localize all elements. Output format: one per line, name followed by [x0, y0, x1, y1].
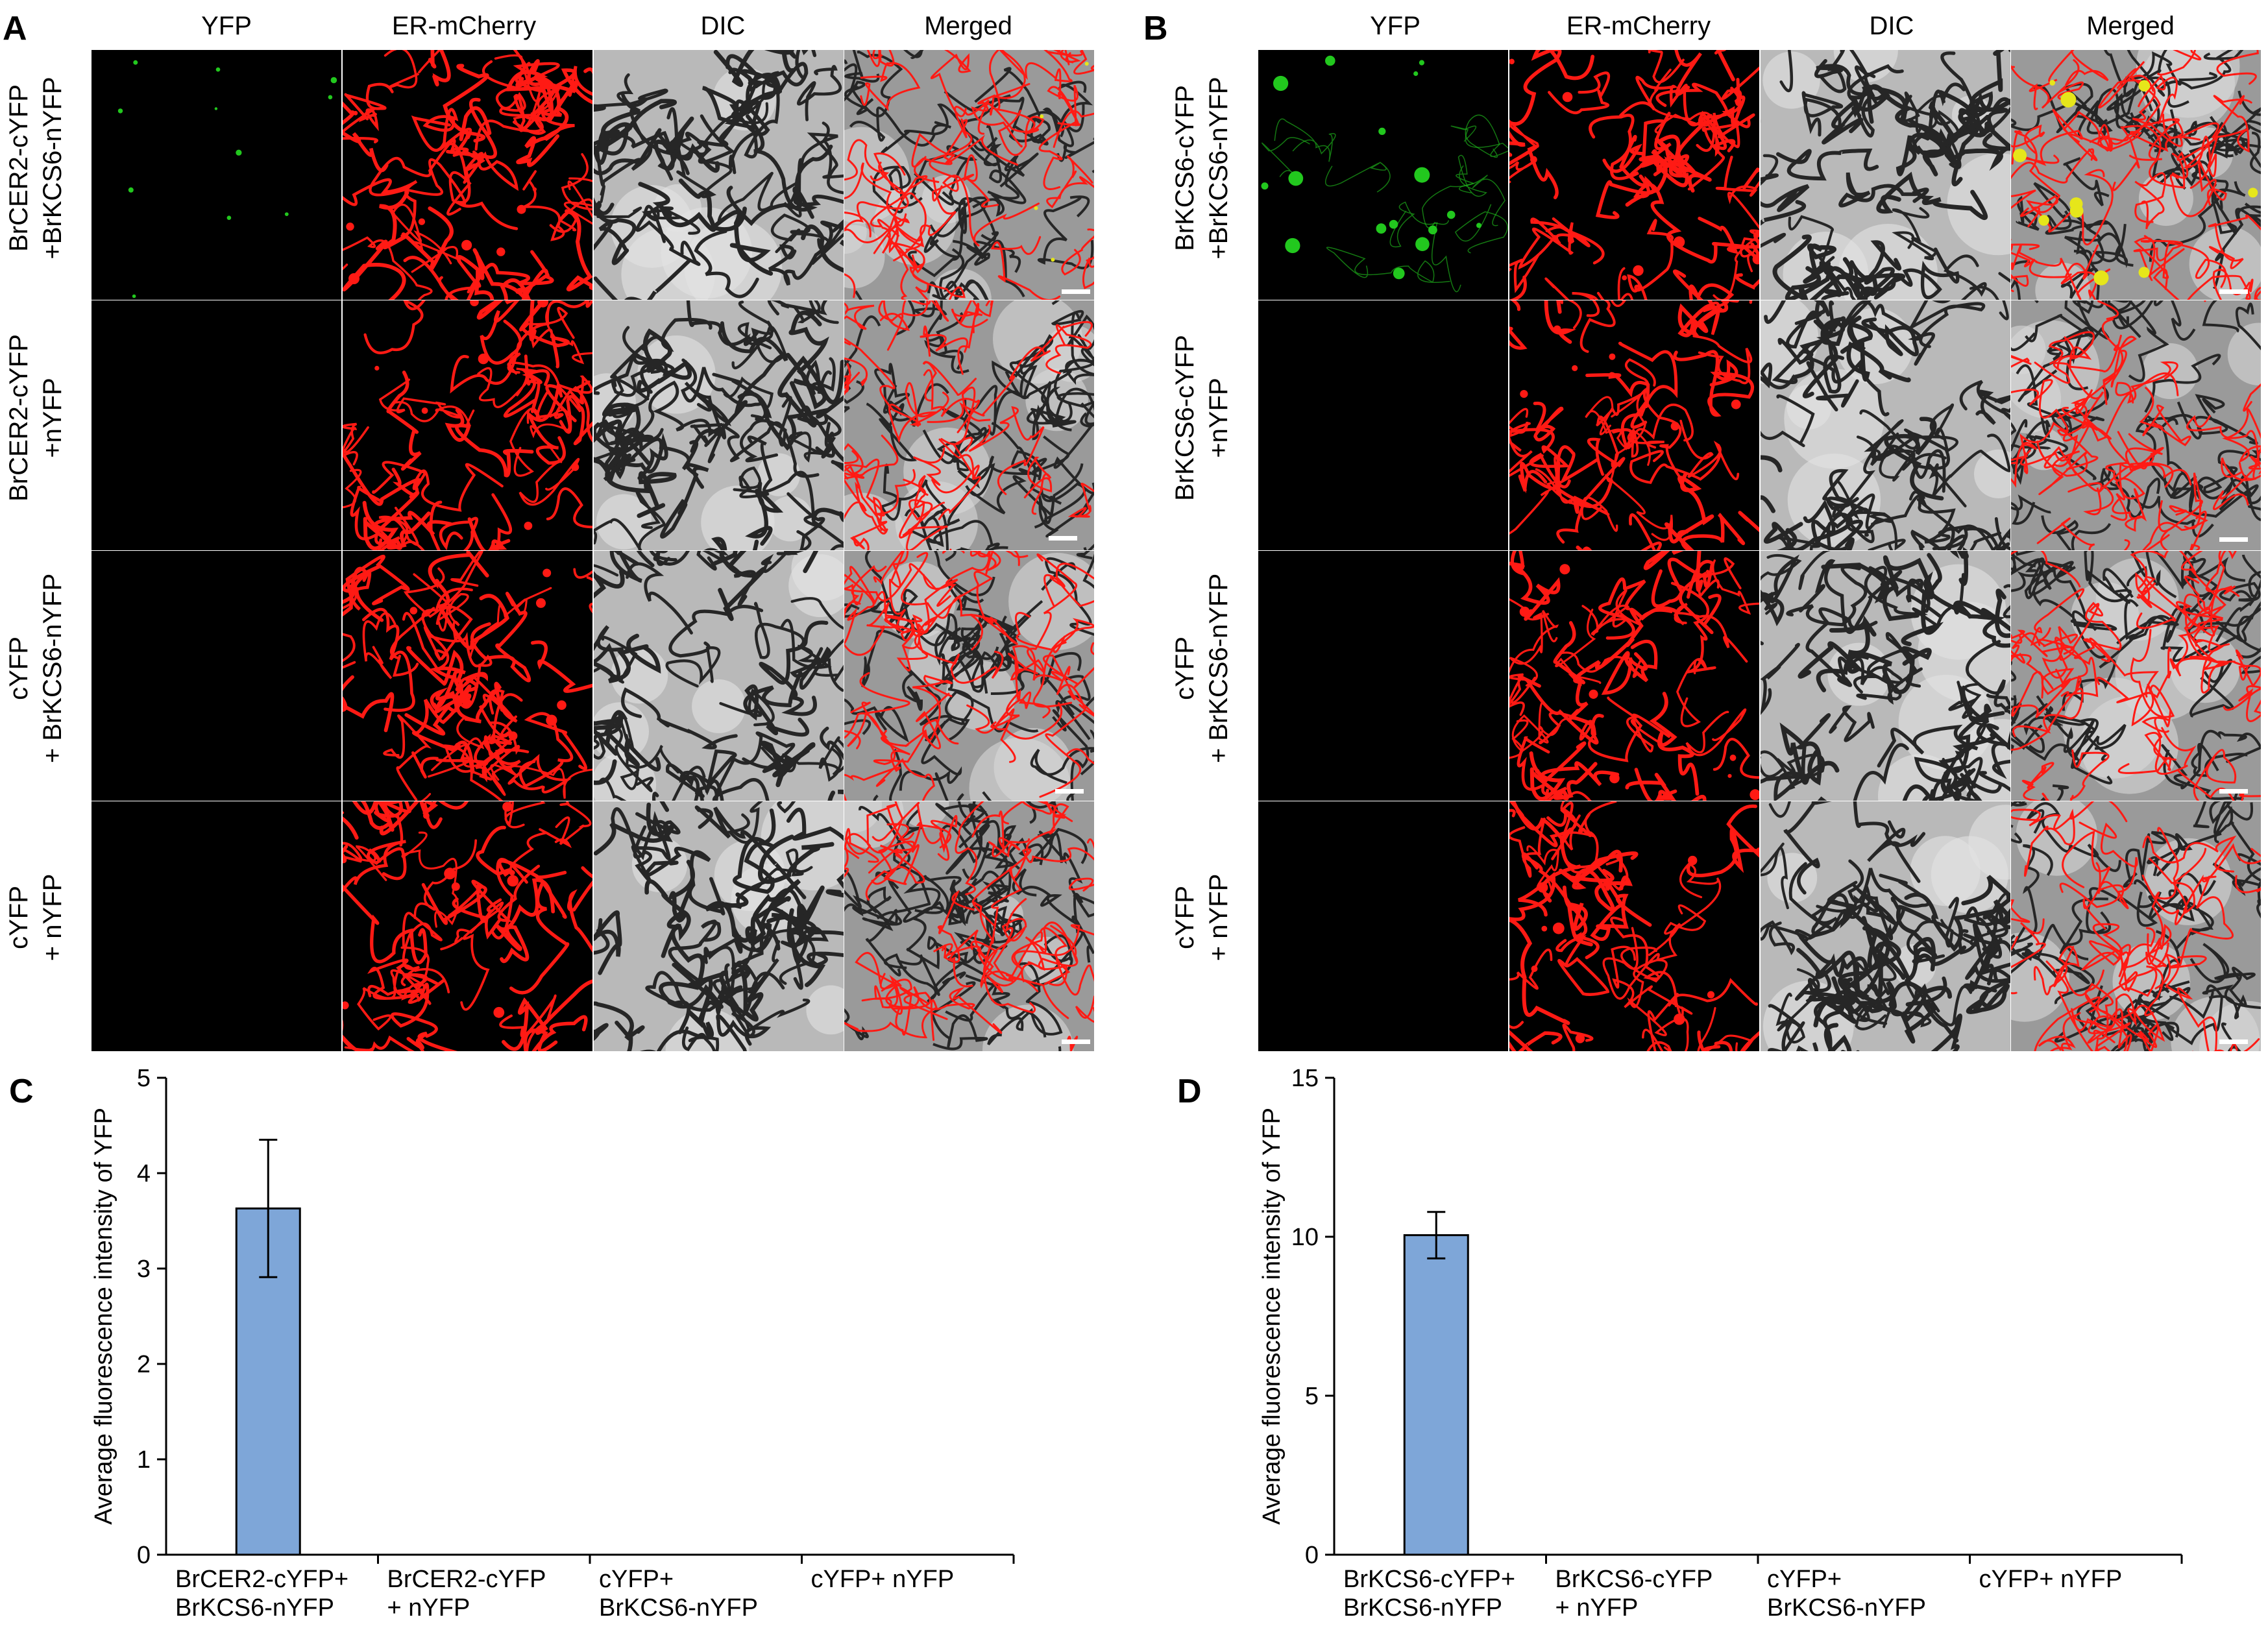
scale-bar — [2219, 1039, 2248, 1044]
micrograph-yfp — [91, 551, 341, 801]
bar — [1403, 1234, 1469, 1556]
y-tick-label: 1 — [137, 1446, 151, 1474]
y-axis-label: Average fluorescence intensity of YFP — [1258, 1108, 1286, 1525]
panel-a-image-grid — [91, 50, 1094, 1051]
panel-a-row-label: cYFP + nYFP — [5, 873, 67, 962]
panel-b-image-grid — [1258, 50, 2261, 1051]
y-tick-label: 15 — [1291, 1065, 1319, 1092]
panel-b-row-label: BrKCS6-cYFP +nYFP — [1171, 335, 1233, 501]
x-tick-label: cYFP+ — [1767, 1566, 1842, 1593]
panel-letter-c: C — [9, 1073, 34, 1110]
micrograph-er-mcherry — [1509, 801, 1759, 1051]
x-tick-label: BrKCS6-nYFP — [599, 1594, 758, 1622]
scale-bar — [1049, 536, 1077, 541]
micrograph-dic — [594, 801, 844, 1051]
micrograph-merged — [844, 50, 1094, 300]
panel-letter-d: D — [1177, 1073, 1202, 1110]
micrograph-dic — [1761, 801, 2010, 1051]
micrograph-dic — [594, 300, 844, 550]
y-tick-label: 2 — [137, 1351, 151, 1378]
micrograph-yfp — [1258, 50, 1508, 300]
panel-b-col-header-er-mcherry: ER-mCherry — [1566, 12, 1711, 40]
x-tick-label: BrKCS6-nYFP — [1767, 1594, 1926, 1622]
panel-b-col-header-yfp: YFP — [1370, 12, 1421, 40]
x-tick-label: + nYFP — [387, 1594, 470, 1622]
micrograph-yfp — [91, 801, 341, 1051]
scale-bar — [2219, 289, 2248, 294]
micrograph-merged — [844, 801, 1094, 1051]
micrograph-er-mcherry — [1509, 551, 1759, 801]
panel-a-col-header-dic: DIC — [700, 12, 746, 40]
y-tick-label: 5 — [1305, 1383, 1319, 1410]
micrograph-er-mcherry — [343, 551, 592, 801]
y-tick-label: 0 — [1305, 1542, 1319, 1569]
panel-b-row-label: cYFP + BrKCS6-nYFP — [1171, 573, 1233, 764]
panel-a-col-header-er-mcherry: ER-mCherry — [391, 12, 537, 40]
x-tick-label: + nYFP — [1555, 1594, 1639, 1622]
panel-b-row-label: cYFP + nYFP — [1171, 873, 1233, 962]
x-tick-label: BrCER2-cYFP+ — [175, 1566, 348, 1593]
y-tick-label: 0 — [137, 1542, 151, 1569]
micrograph-yfp — [91, 300, 341, 550]
y-tick-label: 5 — [137, 1065, 151, 1092]
micrograph-dic — [1761, 551, 2010, 801]
x-tick-label: cYFP+ nYFP — [811, 1566, 955, 1593]
x-tick-label: BrKCS6-cYFP+ — [1343, 1566, 1515, 1593]
micrograph-dic — [1761, 300, 2010, 550]
micrograph-merged — [2011, 300, 2261, 550]
scale-bar — [2219, 789, 2248, 794]
panel-b-row-label: BrKCS6-cYFP +BrKCS6-nYFP — [1171, 77, 1233, 260]
panel-a-col-header-merged: Merged — [924, 12, 1012, 40]
scale-bar — [1062, 1039, 1090, 1044]
micrograph-dic — [594, 50, 844, 300]
panel-b-col-header-merged: Merged — [2086, 12, 2175, 40]
y-tick-label: 10 — [1291, 1224, 1319, 1251]
micrograph-merged — [844, 300, 1094, 550]
x-tick-label: BrKCS6-nYFP — [175, 1594, 334, 1622]
micrograph-er-mcherry — [343, 50, 592, 300]
micrograph-dic — [1761, 50, 2010, 300]
x-tick-label: BrKCS6-cYFP — [1555, 1566, 1713, 1593]
panel-b-col-header-dic: DIC — [1869, 12, 1914, 40]
micrograph-merged — [2011, 50, 2261, 300]
y-axis-label: Average fluorescence intensity of YFP — [90, 1108, 117, 1525]
micrograph-yfp — [1258, 801, 1508, 1051]
panel-a-row-label: cYFP + BrKCS6-nYFP — [5, 573, 67, 764]
micrograph-merged — [844, 551, 1094, 801]
scale-bar — [1062, 289, 1090, 294]
micrograph-yfp — [1258, 300, 1508, 550]
micrograph-yfp — [91, 50, 341, 300]
x-tick-label: BrKCS6-nYFP — [1343, 1594, 1502, 1622]
y-tick-label: 3 — [137, 1256, 151, 1283]
micrograph-merged — [2011, 551, 2261, 801]
bar-chart-c: 0 1 2 3 4 5 Average fluorescence intensity of … — [90, 1065, 1015, 1622]
micrograph-merged — [2011, 801, 2261, 1051]
micrograph-er-mcherry — [1509, 300, 1759, 550]
panel-a-row-label: BrCER2-cYFP +nYFP — [5, 334, 67, 502]
micrograph-er-mcherry — [343, 300, 592, 550]
x-tick-label: cYFP+ nYFP — [1979, 1566, 2123, 1593]
x-tick-label: cYFP+ — [599, 1566, 674, 1593]
scale-bar — [2219, 537, 2248, 542]
panel-a-col-header-yfp: YFP — [201, 12, 252, 40]
micrograph-yfp — [1258, 551, 1508, 801]
micrograph-dic — [594, 551, 844, 801]
panel-a-row-label: BrCER2-cYFP +BrKCS6-nYFP — [5, 77, 67, 260]
micrograph-er-mcherry — [1509, 50, 1759, 300]
y-tick-label: 4 — [137, 1160, 151, 1187]
scale-bar — [1055, 789, 1084, 794]
micrograph-er-mcherry — [343, 801, 592, 1051]
panel-letter-a: A — [3, 10, 27, 47]
panel-letter-b: B — [1143, 10, 1168, 47]
x-tick-label: BrCER2-cYFP — [387, 1566, 546, 1593]
